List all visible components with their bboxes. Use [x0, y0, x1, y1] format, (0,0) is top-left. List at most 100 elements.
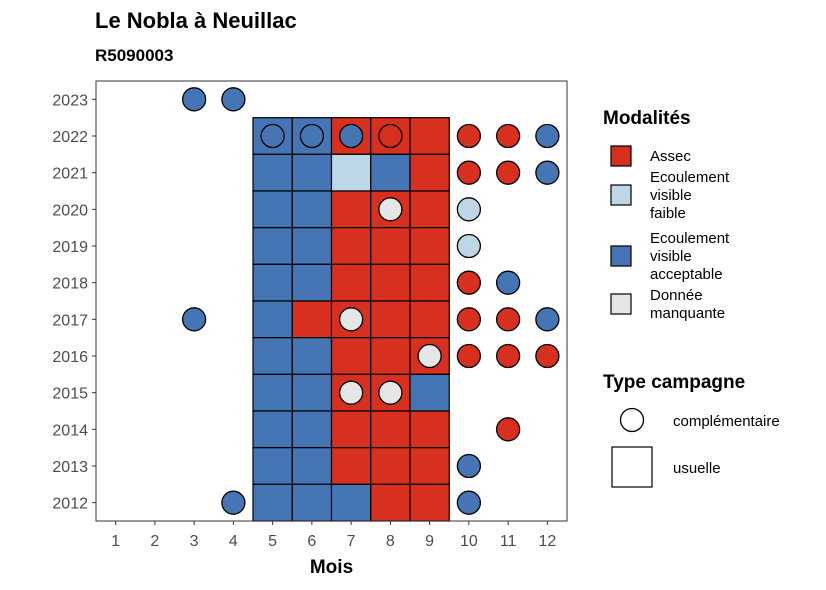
tile-2013-5: [252, 447, 293, 485]
legend-label-line: faible: [650, 205, 686, 222]
tile-2015-9: [409, 373, 450, 412]
tile-2019-8: [370, 227, 411, 265]
point-2023-4: [221, 87, 246, 112]
legend-key-acceptable: [610, 245, 632, 267]
point-2022-10: [456, 123, 482, 149]
point-2018-11: [495, 270, 521, 295]
tile-2021-7: [330, 153, 372, 192]
tile-2012-7: [330, 483, 372, 522]
x-tick-label-6: 6: [307, 533, 316, 550]
y-tick-label-2016: 2016: [52, 349, 88, 366]
points-layer: [181, 87, 560, 515]
tile-2018-5: [252, 263, 293, 302]
y-tick-label-2020: 2020: [52, 202, 88, 219]
tile-2020-6: [291, 190, 333, 229]
tile-2014-9: [409, 410, 450, 449]
legend-label-line: visible: [650, 248, 692, 265]
tile-2018-9: [409, 263, 450, 302]
point-2022-7: [338, 123, 364, 149]
point-2015-7: [338, 380, 364, 405]
point-2012-4: [221, 490, 246, 515]
tile-2012-5: [252, 483, 293, 522]
x-tick-label-9: 9: [425, 533, 434, 550]
point-2013-10: [456, 453, 482, 479]
legend-label-manquante: Donnée manquante: [650, 287, 725, 322]
legend-label-line: Donnée: [650, 287, 703, 304]
y-tick-label-2021: 2021: [52, 166, 88, 183]
x-tick-label-8: 8: [386, 533, 395, 550]
tile-2012-9: [409, 483, 450, 522]
point-2022-12: [535, 123, 560, 149]
legend-label-faible: Ecoulement visible faible: [650, 169, 730, 222]
y-tick-label-2014: 2014: [52, 422, 88, 439]
tile-2013-8: [370, 447, 411, 485]
chart-subtitle: R5090003: [95, 46, 174, 65]
tile-2016-5: [252, 337, 293, 375]
chart-title: Le Nobla à Neuillac: [95, 8, 297, 33]
y-tick-label-2023: 2023: [52, 92, 88, 109]
legend-key-usuelle: [611, 446, 653, 488]
tile-2014-8: [370, 410, 411, 449]
tile-2013-7: [330, 447, 372, 485]
legend-label-line: manquante: [650, 305, 725, 322]
tile-2016-8: [370, 337, 411, 375]
legend-modalites-title: Modalités: [603, 108, 691, 129]
tile-2019-6: [291, 227, 333, 265]
point-2022-5: [260, 123, 285, 149]
legend-key-assec: [610, 145, 632, 167]
legend-label-line: Ecoulement: [650, 230, 730, 247]
legend-label-usuelle: usuelle: [673, 460, 721, 477]
point-2016-12: [535, 343, 560, 369]
tile-2019-9: [409, 227, 450, 265]
tile-2021-8: [370, 153, 411, 192]
tile-2017-8: [370, 300, 411, 339]
tile-2013-9: [409, 447, 450, 485]
point-2020-8: [378, 197, 403, 222]
tile-2015-6: [291, 373, 333, 412]
tile-2019-5: [252, 227, 293, 265]
tile-2018-7: [330, 263, 372, 302]
point-2022-11: [495, 123, 521, 149]
tile-2018-8: [370, 263, 411, 302]
x-tick-label-3: 3: [190, 533, 199, 550]
point-2016-11: [495, 343, 521, 369]
point-2022-6: [299, 123, 325, 149]
point-2019-10: [456, 233, 482, 259]
legend-key-complementaire: [619, 407, 645, 433]
tile-2014-7: [330, 410, 372, 449]
x-tick-label-4: 4: [229, 533, 238, 550]
x-tick-label-2: 2: [150, 533, 159, 550]
y-tick-label-2017: 2017: [52, 312, 88, 329]
legend-type-title: Type campagne: [603, 372, 745, 393]
tile-2020-5: [252, 190, 293, 229]
point-2021-11: [495, 160, 521, 185]
point-2015-8: [378, 380, 403, 405]
y-tick-label-2015: 2015: [52, 386, 88, 403]
point-2021-10: [456, 160, 482, 185]
point-2017-12: [535, 307, 560, 332]
legend-label-line: acceptable: [650, 266, 723, 283]
y-tick-label-2013: 2013: [52, 459, 88, 476]
legend-label-acceptable: Ecoulement visible acceptable: [650, 230, 730, 283]
point-2016-9: [417, 343, 442, 369]
x-axis-title: Mois: [310, 557, 353, 578]
x-tick-label-11: 11: [500, 533, 517, 550]
point-2017-10: [456, 307, 482, 332]
point-2023-3: [181, 87, 207, 112]
tile-2021-9: [409, 153, 450, 192]
tile-2018-6: [291, 263, 333, 302]
legend-key-manquante: [610, 293, 632, 315]
tile-2015-5: [252, 373, 293, 412]
tile-2022-9: [409, 117, 450, 155]
x-tick-label-12: 12: [538, 533, 556, 550]
tile-2012-8: [370, 483, 411, 522]
x-tick-label-5: 5: [268, 533, 277, 550]
tile-2019-7: [330, 227, 372, 265]
panel-border: [95, 80, 568, 522]
point-2012-10: [456, 490, 482, 515]
y-tick-label-2012: 2012: [52, 496, 88, 513]
tile-2021-5: [252, 153, 293, 192]
tile-2020-9: [409, 190, 450, 229]
y-tick-label-2019: 2019: [52, 239, 88, 256]
